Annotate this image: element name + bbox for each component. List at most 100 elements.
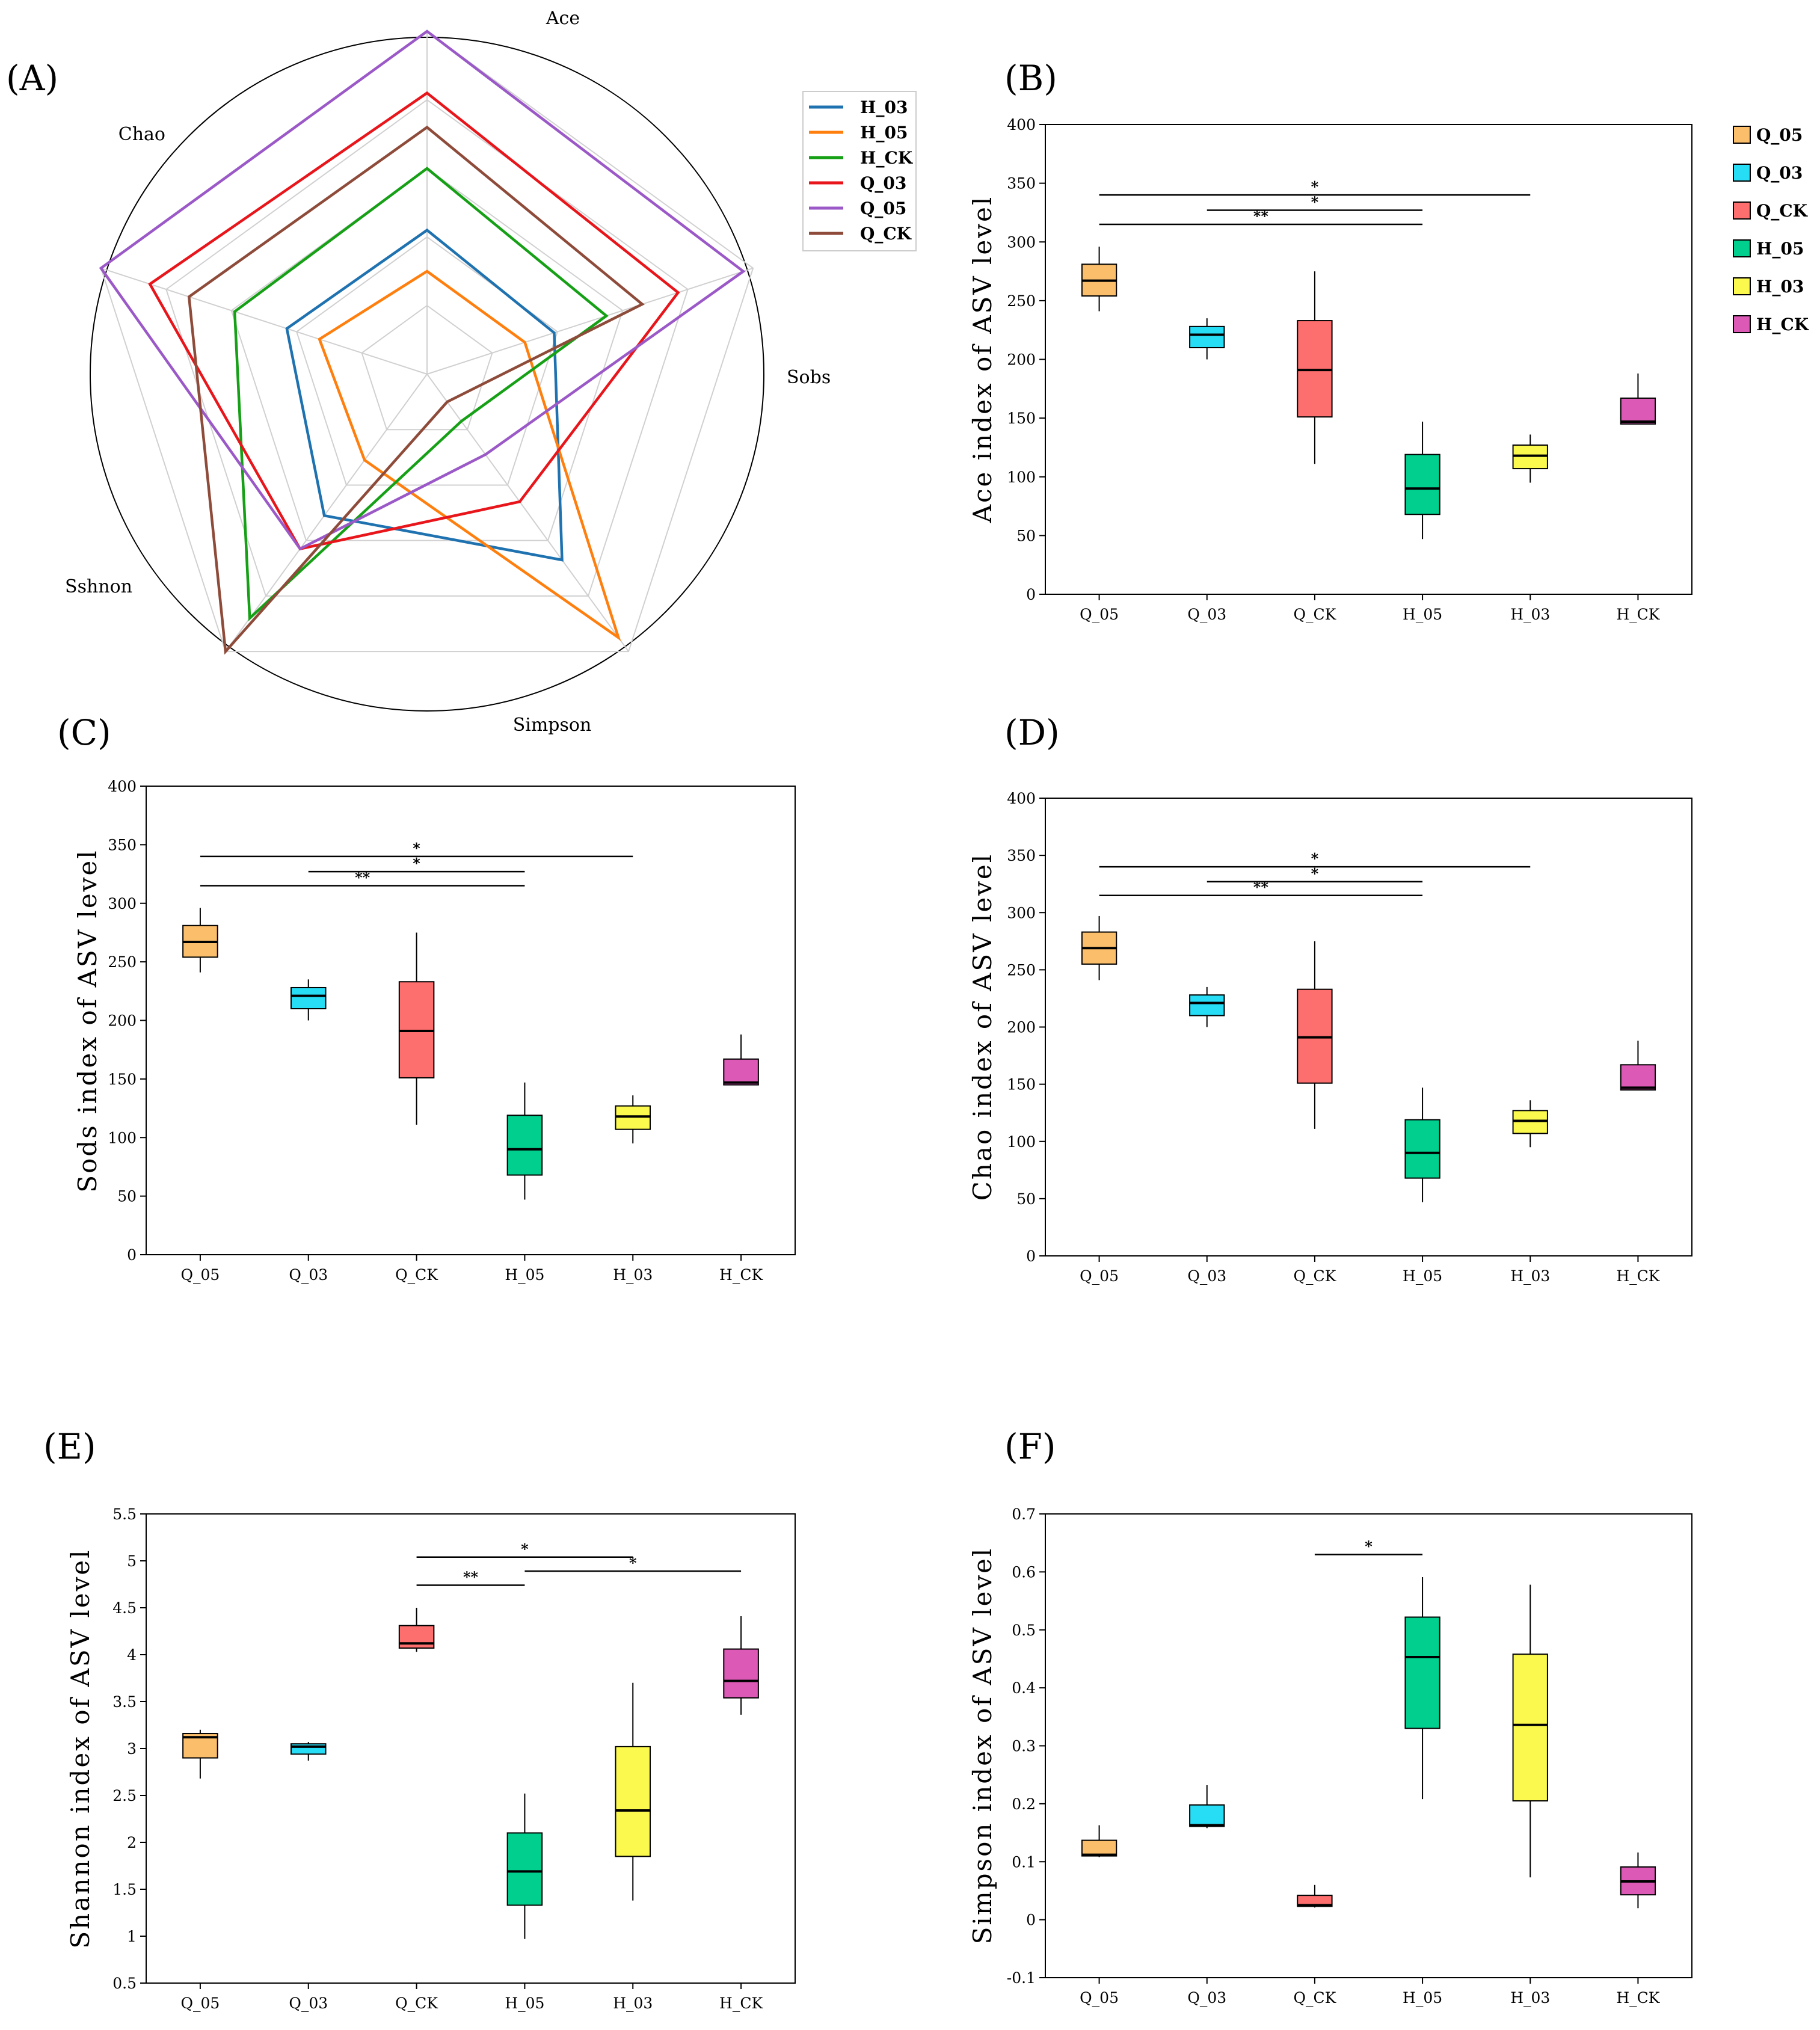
radar-legend-label: Q_05 [860, 198, 906, 218]
radar-legend-box [802, 91, 917, 251]
box-iqr [398, 1625, 435, 1649]
significance-label: * [1365, 1537, 1373, 1555]
y-axis-label: Sods index of ASV level [73, 849, 102, 1192]
radar-legend-label: Q_CK [860, 224, 912, 244]
y-tick-label: 200 [108, 1012, 137, 1030]
y-tick-label: 150 [1007, 1076, 1036, 1093]
box-h_05 [1404, 1087, 1440, 1202]
radar-legend-label: H_03 [860, 97, 908, 117]
x-tick-label: Q_03 [1187, 1267, 1226, 1285]
panel-label-e: (E) [43, 1426, 96, 1467]
significance-label: * [1311, 178, 1319, 195]
legend-swatch [1733, 126, 1751, 144]
y-axis-label: Chao index of ASV level [968, 853, 997, 1201]
y-axis-label: Shannon index of ASV level [66, 1548, 95, 1948]
y-tick-label: 350 [108, 836, 137, 854]
y-tick-label: 3.5 [112, 1693, 137, 1711]
box-h_ck [1620, 1041, 1656, 1091]
x-tick-label: Q_03 [289, 1995, 328, 2012]
x-tick-label: H_05 [1403, 1267, 1442, 1285]
radar-series-q_ck [187, 125, 645, 655]
radar-legend: H_03 H_05 H_CK Q_03 Q_05 Q_CK [802, 91, 917, 251]
y-tick-label: 250 [1007, 961, 1036, 979]
y-tick-label: 250 [108, 953, 137, 971]
radar-axis-label-sshnon: Sshnon [65, 576, 132, 597]
y-tick-label: 0.7 [1012, 1506, 1036, 1523]
y-tick-label: 0.5 [112, 1975, 137, 1992]
y-tick-label: 400 [1007, 116, 1036, 134]
radar-grid-ring [230, 167, 624, 541]
box-iqr [1620, 1064, 1656, 1091]
y-tick-label: 0 [1026, 586, 1036, 603]
box-q_ck [398, 932, 435, 1125]
box-iqr [1189, 325, 1225, 348]
x-tick-label: Q_03 [289, 1266, 328, 1284]
box-q_03 [1189, 986, 1225, 1027]
y-tick-label: -0.1 [1007, 1969, 1036, 1987]
box-h_03 [1512, 1584, 1548, 1878]
y-tick-label: 50 [1016, 1190, 1036, 1208]
x-tick-label: H_03 [1510, 1267, 1550, 1285]
box-iqr [615, 1745, 651, 1857]
boxplot-f: (F) -0.1 0 0.1 0.2 0.3 0.4 0.5 0.6 0.7 Simpson ind… [968, 1426, 1692, 2007]
boxplot-legend: Q_05 Q_03 Q_CK H_05 H_03 H_CK [1733, 125, 1810, 334]
box-q_05 [182, 1729, 218, 1779]
x-tick-label: H_CK [1616, 606, 1660, 623]
y-tick-label: 0 [1026, 1912, 1036, 1929]
y-tick-label: 150 [1007, 410, 1036, 427]
legend-label: Q_CK [1756, 201, 1809, 221]
radar-axis-label-simpson: Simpson [513, 715, 592, 736]
x-tick-label: Q_05 [1080, 1989, 1119, 2007]
radar-chart: (A) Ace Sobs Simpson Sshnon Chao H_03 H_05 H_CK Q… [6, 8, 917, 736]
y-tick-label: 0.2 [1012, 1795, 1036, 1813]
x-tick-label: H_05 [505, 1266, 544, 1284]
significance-label: ** [463, 1569, 479, 1586]
y-tick-label: 150 [108, 1071, 137, 1088]
significance-label: * [629, 1554, 637, 1572]
y-tick-label: 2 [127, 1834, 137, 1851]
y-tick-label: 3 [127, 1740, 137, 1758]
boxplot-c: (C) 0 50 100 150 200 250 300 350 400 Sods index of… [57, 712, 796, 1284]
radar-spoke [225, 374, 428, 652]
y-tick-label: 300 [108, 895, 137, 912]
legend-swatch [1733, 239, 1751, 257]
y-tick-label: 1.5 [112, 1881, 137, 1898]
box-iqr [1620, 397, 1656, 425]
y-tick-label: 5.5 [112, 1506, 137, 1523]
legend-label: H_CK [1756, 315, 1810, 334]
x-tick-label: H_03 [1510, 1989, 1550, 2007]
box-q_05 [1081, 915, 1118, 980]
y-tick-label: 50 [117, 1188, 137, 1205]
y-axis-label: Ace index of ASV level [968, 195, 997, 524]
radar-series-h_05 [318, 269, 621, 641]
box-iqr [1404, 1119, 1440, 1179]
y-tick-label: 400 [1007, 790, 1036, 807]
panel-label-d: (D) [1004, 712, 1060, 753]
legend-swatch [1733, 164, 1751, 182]
y-tick-label: 5 [127, 1552, 137, 1570]
x-tick-label: Q_05 [1080, 1267, 1119, 1285]
y-tick-label: 1 [127, 1928, 137, 1945]
x-tick-label: Q_CK [1294, 1989, 1337, 2007]
y-tick-label: 0 [1026, 1247, 1036, 1265]
box-h_03 [1512, 1100, 1548, 1148]
y-tick-label: 200 [1007, 1019, 1036, 1036]
y-tick-label: 0.5 [1012, 1622, 1036, 1639]
radar-grid-ring [165, 99, 689, 597]
y-tick-label: 250 [1007, 292, 1036, 310]
radar-legend-label: H_05 [860, 123, 908, 143]
panel-label-f: (F) [1004, 1426, 1056, 1467]
x-tick-label: Q_05 [181, 1266, 220, 1284]
significance-label: * [1311, 865, 1319, 882]
y-tick-label: 0 [127, 1246, 137, 1264]
significance-label: * [521, 1540, 529, 1558]
box-iqr [506, 1832, 543, 1906]
y-tick-label: 300 [1007, 904, 1036, 921]
legend-swatch [1733, 277, 1751, 295]
panel-label-a: (A) [6, 58, 58, 99]
box-iqr [723, 1058, 759, 1086]
box-q_05 [1081, 1825, 1118, 1857]
significance-label: * [413, 855, 420, 872]
y-axis-label: Simpson index of ASV level [968, 1547, 997, 1945]
